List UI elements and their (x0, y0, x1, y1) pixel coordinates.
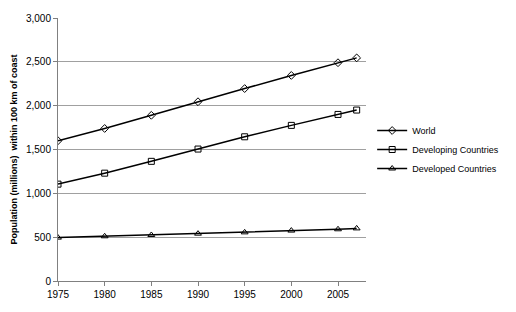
svg-text:2,500: 2,500 (26, 56, 51, 67)
svg-text:0: 0 (45, 276, 51, 287)
svg-text:2000: 2000 (280, 289, 303, 300)
svg-text:2005: 2005 (327, 289, 350, 300)
svg-text:2,000: 2,000 (26, 100, 51, 111)
svg-text:Developed Countries: Developed Countries (412, 164, 497, 174)
svg-text:1,000: 1,000 (26, 188, 51, 199)
svg-text:Population (millions) within: Population (millions) within 100 km of c… (9, 54, 19, 244)
svg-text:1985: 1985 (140, 289, 163, 300)
svg-text:500: 500 (34, 232, 51, 243)
svg-text:Developing Countries: Developing Countries (412, 145, 499, 155)
svg-text:3,000: 3,000 (26, 13, 51, 24)
svg-text:1990: 1990 (187, 289, 210, 300)
svg-text:1975: 1975 (47, 289, 70, 300)
svg-text:World: World (412, 126, 435, 136)
svg-text:1995: 1995 (234, 289, 257, 300)
svg-text:1980: 1980 (94, 289, 117, 300)
svg-text:1,500: 1,500 (26, 144, 51, 155)
